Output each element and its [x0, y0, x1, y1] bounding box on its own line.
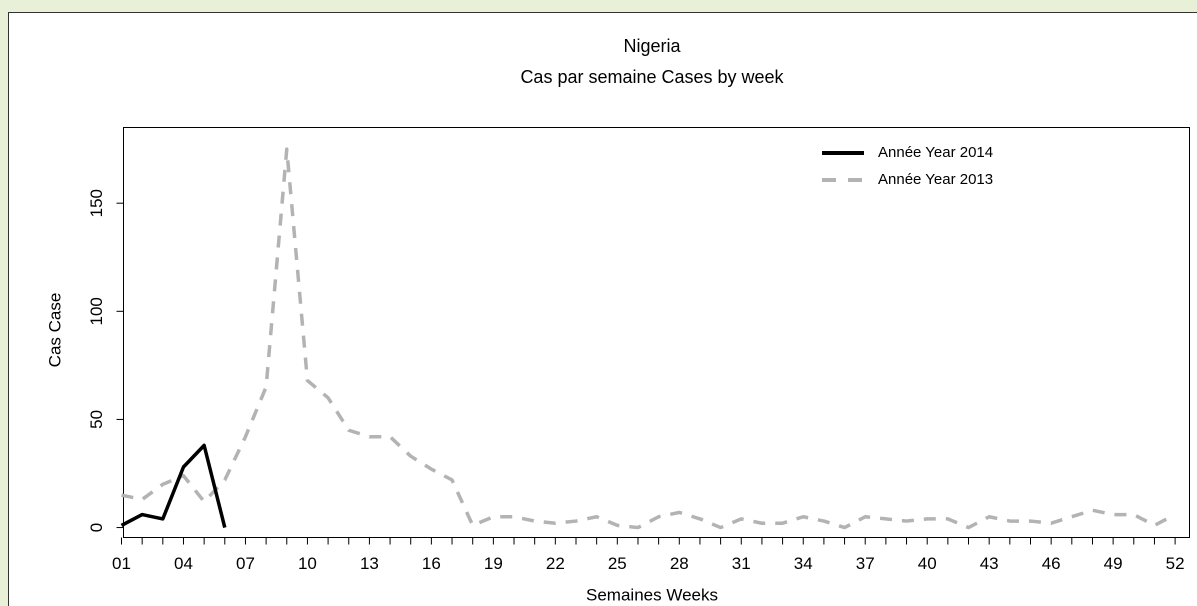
x-tick-label: 31	[732, 554, 751, 573]
x-tick-label: 37	[856, 554, 875, 573]
x-tick-label: 16	[422, 554, 441, 573]
y-tick-label: 150	[87, 189, 106, 217]
x-tick-label: 43	[980, 554, 999, 573]
x-axis-label: Semaines Weeks	[586, 585, 718, 604]
x-tick-label: 04	[174, 554, 193, 573]
x-tick-label: 01	[112, 554, 131, 573]
panel	[8, 12, 1197, 606]
x-tick-label: 07	[236, 554, 255, 573]
y-axis-label: Cas Case	[45, 293, 64, 368]
y-tick-label: 50	[87, 410, 106, 429]
y-tick-label: 100	[87, 297, 106, 325]
series-line	[120, 443, 227, 528]
y-tick-label: 0	[87, 523, 106, 532]
x-tick-label: 19	[484, 554, 503, 573]
legend-text: Année Year 2013	[878, 171, 993, 188]
x-tick-label: 49	[1104, 554, 1123, 573]
x-tick-label: 10	[298, 554, 317, 573]
x-tick-label: 25	[608, 554, 627, 573]
plot-box	[123, 127, 1190, 538]
x-tick-label: 34	[794, 554, 813, 573]
x-tick-label: 13	[360, 554, 379, 573]
chart-subtitle: Cas par semaine Cases by week	[520, 67, 784, 87]
x-tick-label: 28	[670, 554, 689, 573]
legend-text: Année Year 2014	[878, 144, 993, 161]
x-tick-label: 22	[546, 554, 565, 573]
x-tick-label: 40	[918, 554, 937, 573]
x-tick-label: 46	[1042, 554, 1061, 573]
chart-title: Nigeria	[623, 36, 681, 56]
x-tick-label: 52	[1166, 554, 1185, 573]
